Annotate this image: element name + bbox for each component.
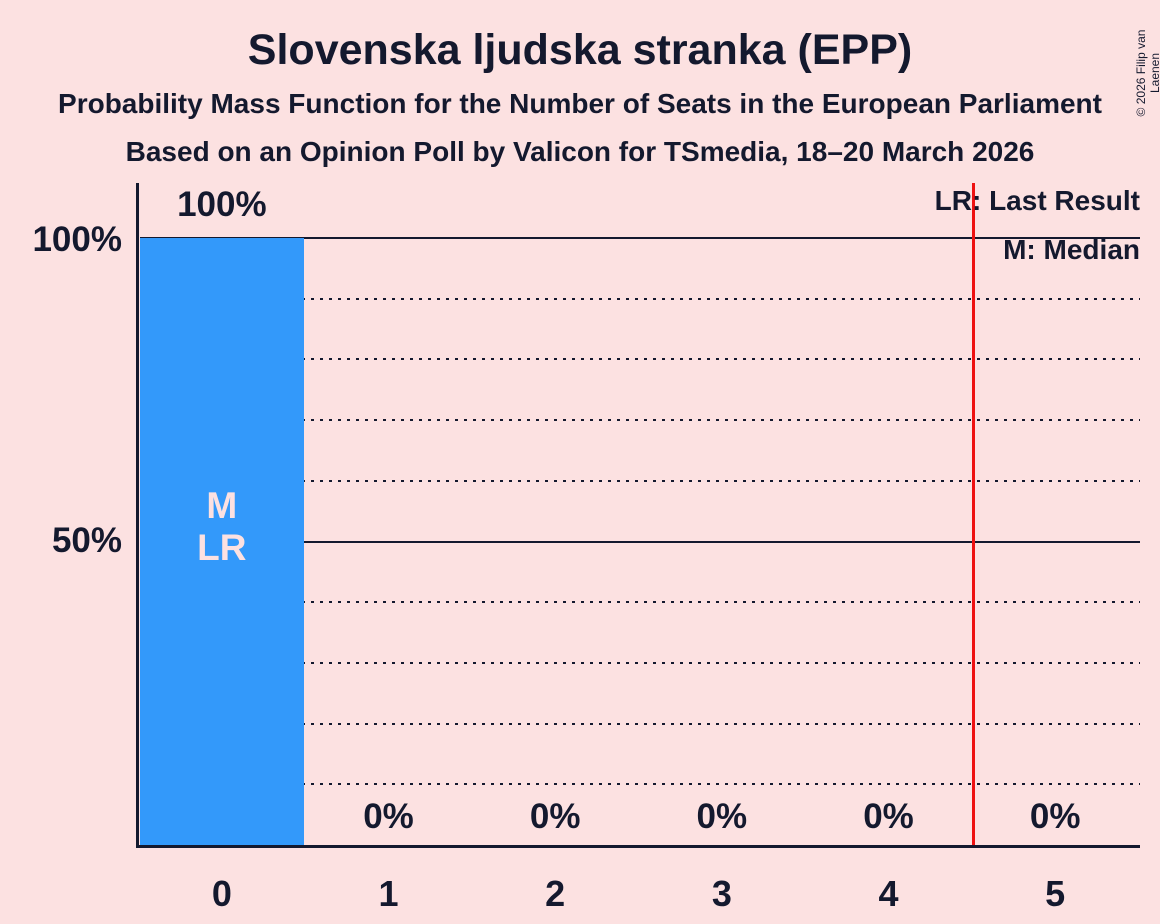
gridline-100pct [140,237,1140,239]
value-label-seats-4: 0% [863,797,914,836]
gridline-90pct [140,297,1140,300]
y-tick-label-100: 100% [32,220,122,259]
legend-median: M: Median [1003,234,1140,265]
x-tick-label-5: 5 [1045,873,1066,914]
chart-source-line: Based on an Opinion Poll by Valicon for … [125,136,1035,167]
bar-seats-0 [140,238,304,845]
x-tick-label-3: 3 [711,873,732,914]
last-result-line [972,183,975,845]
x-tick-label-2: 2 [545,873,566,914]
x-tick-label-0: 0 [211,873,232,914]
value-label-seats-5: 0% [1029,797,1081,836]
x-tick-label-1: 1 [378,873,399,914]
gridline-50pct [140,540,1140,543]
value-label-seats-2: 0% [529,797,581,836]
gridline-30pct [140,661,1140,664]
legend-last-result: LR: Last Result [934,185,1140,216]
gridline-70pct [140,419,1140,422]
x-tick-label-4: 4 [878,873,899,914]
gridline-60pct [140,479,1140,482]
y-tick-label-50: 50% [51,521,122,560]
annotation-line-m: M [206,485,238,526]
annotation-line-lr: LR [197,527,247,568]
gridline-80pct [140,358,1140,361]
page-title: Slovenska ljudska stranka (EPP) [247,26,913,74]
y-axis-line [136,183,139,848]
value-label-seats-0: 100% [177,185,267,224]
gridline-40pct [140,601,1140,604]
value-label-seats-1: 0% [363,797,414,836]
x-axis-line [136,845,1140,848]
gridline-10pct [140,783,1140,786]
median-last-result-annotation: M LR [140,485,304,569]
gridline-20pct [140,722,1140,725]
value-label-seats-3: 0% [696,797,748,836]
chart-subtitle: Probability Mass Function for the Number… [58,88,1102,119]
